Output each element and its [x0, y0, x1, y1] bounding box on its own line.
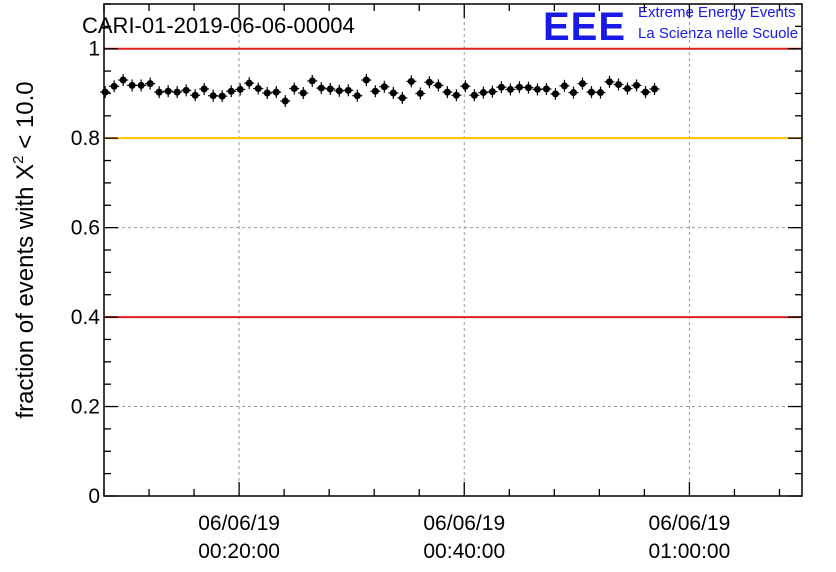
data-point: [262, 87, 273, 100]
y-tick-label: 0: [88, 485, 100, 508]
data-point: [109, 80, 120, 93]
data-point: [649, 82, 660, 95]
data-point: [190, 89, 201, 102]
y-axis-label-superscript: 2: [10, 155, 27, 163]
data-point: [199, 82, 210, 95]
grid-lines: [104, 4, 802, 496]
data-point: [325, 82, 336, 95]
data-point: [316, 82, 327, 95]
logo-line-2: La Scienza nelle Scuole: [638, 25, 798, 42]
plot-frame: [103, 3, 803, 497]
data-point: [505, 83, 516, 96]
data-point: [541, 82, 552, 95]
data-point: [307, 74, 318, 87]
data-point: [271, 86, 282, 99]
data-point: [397, 91, 408, 104]
data-point: [622, 82, 633, 95]
data-point: [604, 75, 615, 88]
y-tick-label: 1: [88, 38, 100, 61]
data-point: [640, 86, 651, 99]
y-tick-label: 0.8: [71, 127, 100, 150]
data-point: [577, 77, 588, 90]
data-point: [568, 86, 579, 99]
data-point: [631, 79, 642, 92]
data-point: [451, 89, 462, 102]
data-point: [442, 86, 453, 99]
logo-line-1: Extreme Energy Events: [638, 4, 796, 21]
data-point: [370, 85, 381, 98]
data-point: [235, 83, 246, 96]
data-point: [361, 74, 372, 87]
data-point: [181, 84, 192, 97]
x-tick-label-date: 06/06/19: [649, 512, 731, 535]
axes: [103, 3, 803, 497]
data-point: [460, 80, 471, 93]
data-point: [298, 87, 309, 100]
eee-logo: EEE Extreme Energy Events La Scienza nel…: [543, 4, 798, 49]
data-point: [406, 75, 417, 88]
data-point: [415, 87, 426, 100]
data-point: [433, 79, 444, 92]
threshold-lines: [104, 47, 802, 319]
data-point: [352, 89, 363, 102]
x-tick-labels: 06/06/19 00:20:00 06/06/19 00:40:00 06/06/19…: [198, 512, 730, 563]
data-point: [136, 79, 147, 92]
data-point: [496, 81, 507, 94]
data-point: [559, 79, 570, 92]
data-point: [217, 90, 228, 103]
data-point: [172, 86, 183, 99]
data-point: [253, 82, 264, 95]
data-point: [226, 85, 237, 98]
x-tick-label-date: 06/06/19: [198, 512, 280, 535]
data-point: [478, 86, 489, 99]
data-point: [163, 85, 174, 98]
x-tick-label-time: 01:00:00: [649, 540, 731, 563]
data-point: [127, 79, 138, 92]
x-tick-label-date: 06/06/19: [423, 512, 505, 535]
data-point: [532, 83, 543, 96]
y-tick-label: 0.2: [71, 396, 100, 419]
data-point: [145, 77, 156, 90]
data-point: [154, 86, 165, 99]
y-tick-label: 0.6: [71, 217, 100, 240]
data-point: [334, 84, 345, 97]
data-point: [118, 74, 129, 87]
data-point: [379, 80, 390, 93]
data-point: [523, 81, 534, 94]
data-point: [208, 89, 219, 102]
eee-logo-mark: EEE: [543, 5, 626, 49]
y-axis-label-tail: < 10.0: [12, 81, 39, 155]
y-tick-labels: 0 0.2 0.4 0.6 0.8 1: [71, 38, 101, 508]
y-axis-label-main: fraction of events with X: [12, 164, 39, 419]
data-point: [487, 85, 498, 98]
data-point: [244, 77, 255, 90]
data-point: [469, 89, 480, 102]
data-point: [613, 78, 624, 91]
data-point: [280, 95, 291, 108]
data-points: [100, 74, 660, 108]
data-point: [514, 81, 525, 94]
x-tick-label-time: 00:40:00: [423, 540, 505, 563]
y-axis-label: fraction of events with X2 < 10.0: [10, 81, 39, 418]
data-point: [343, 84, 354, 97]
data-point: [100, 86, 111, 99]
data-point: [424, 76, 435, 89]
data-point: [388, 87, 399, 100]
data-point: [289, 82, 300, 95]
x-tick-label-time: 00:20:00: [198, 540, 280, 563]
chart-title: CARI-01-2019-06-06-00004: [82, 13, 355, 38]
data-point: [586, 86, 597, 99]
data-point: [550, 87, 561, 100]
data-point: [595, 86, 606, 99]
y-tick-label: 0.4: [71, 306, 101, 329]
